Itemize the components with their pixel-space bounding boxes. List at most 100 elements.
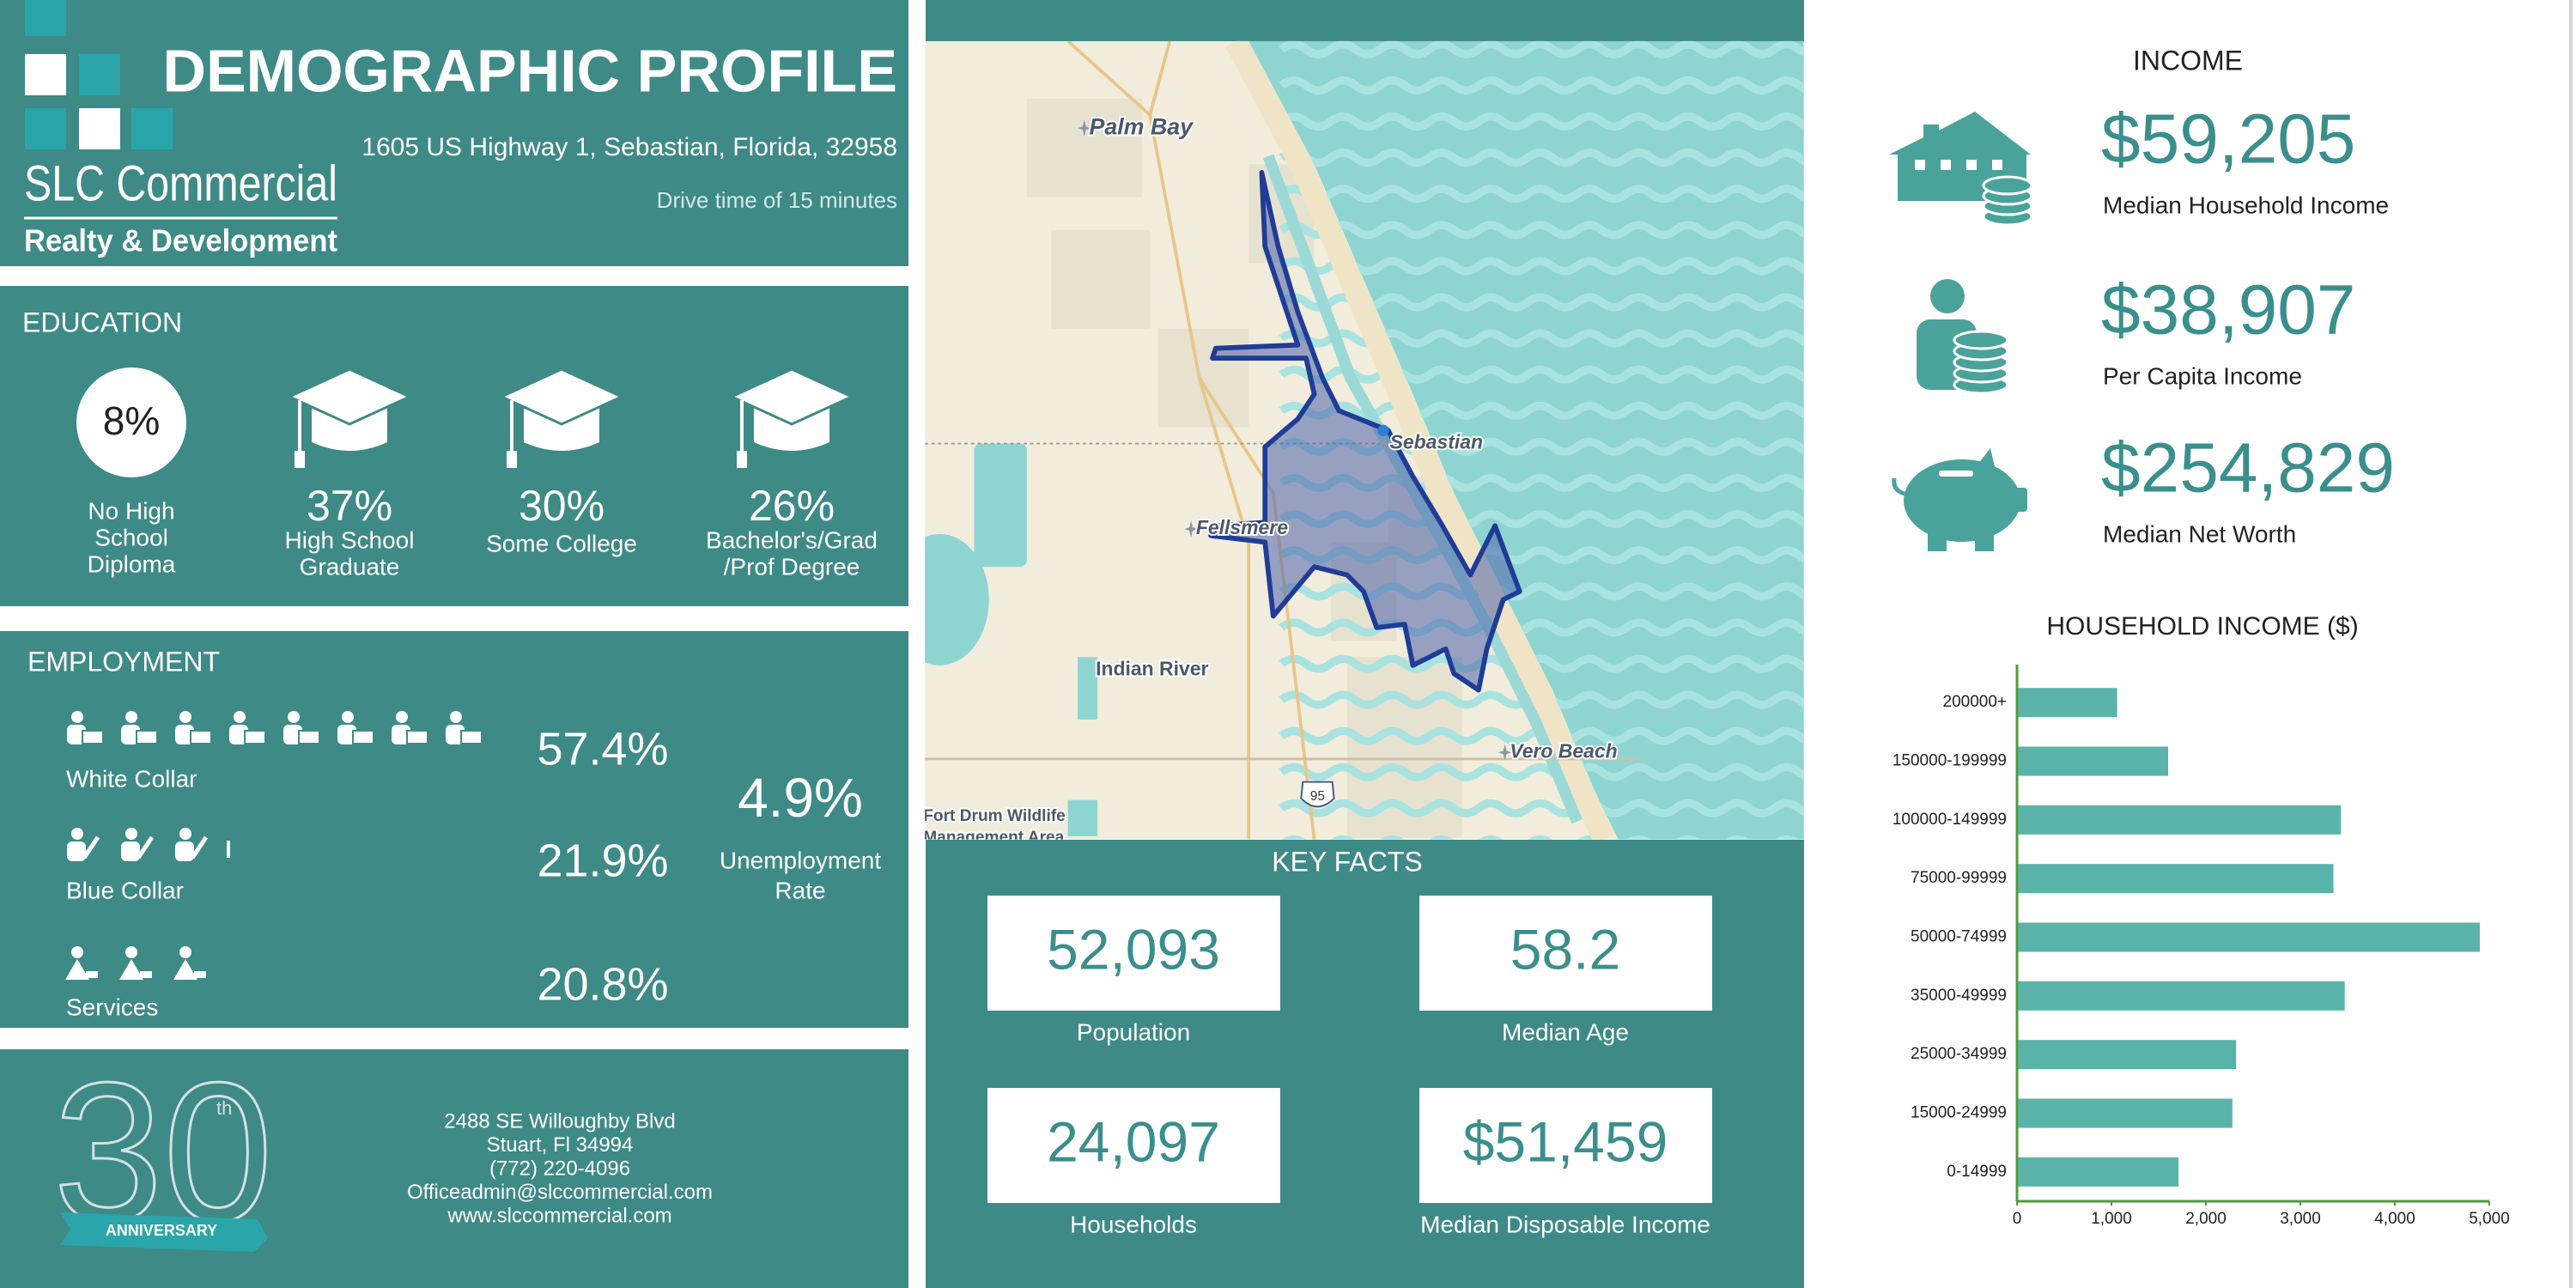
employment-value: 20.8% — [537, 958, 668, 1010]
person-head — [179, 828, 191, 840]
map-wave — [1279, 221, 1804, 240]
x-tick-label: 3,000 — [2280, 1210, 2321, 1228]
map-wave — [1279, 185, 1804, 204]
person-laptop — [82, 730, 104, 744]
y-tick-label: 50000-74999 — [1911, 928, 2007, 946]
section-title: KEY FACTS — [1272, 846, 1422, 877]
address: 1605 US Highway 1, Sebastian, Florida, 3… — [361, 133, 897, 161]
employment-label: Services — [66, 993, 158, 1020]
person-partial — [227, 841, 230, 858]
map-lake — [1078, 657, 1098, 720]
cap-tassel-end — [737, 451, 747, 468]
person-body — [175, 725, 194, 744]
person-body — [67, 841, 86, 861]
piggy-leg — [1975, 524, 1994, 551]
education-label: /Prof Degree — [724, 553, 860, 580]
logo-square — [25, 54, 66, 95]
drive-time: Drive time of 15 minutes — [657, 187, 897, 213]
piggy-leg — [1928, 524, 1947, 551]
y-tick-label: 100000-149999 — [1893, 811, 2007, 829]
person-head — [179, 711, 191, 723]
map-wave — [1279, 40, 1804, 58]
education-label: Diploma — [88, 550, 176, 577]
person-laptop — [190, 730, 212, 744]
person-laptop — [136, 730, 158, 744]
map-label: Indian River — [1096, 658, 1208, 680]
map-wave — [1279, 149, 1804, 167]
section-title: INCOME — [2133, 45, 2243, 76]
employment-panel — [0, 631, 908, 1028]
person-body — [446, 725, 465, 744]
education-label: No High — [88, 497, 174, 524]
logo-square — [79, 54, 120, 95]
person-body — [67, 725, 86, 744]
map-wave — [1279, 257, 1804, 276]
bar — [2017, 1098, 2233, 1128]
section-title: EMPLOYMENT — [27, 646, 220, 677]
y-tick-label: 25000-34999 — [1911, 1045, 2007, 1063]
map-urban — [1157, 328, 1249, 428]
map-wave — [1279, 76, 1804, 94]
key-fact-label: Median Disposable Income — [1420, 1211, 1710, 1237]
bar — [2017, 746, 2168, 776]
income-value: $254,829 — [2101, 429, 2395, 507]
piggy-body — [1904, 459, 2020, 542]
anniversary-banner — [60, 1212, 268, 1252]
person-head — [71, 711, 83, 723]
map-label: Fort Drum Wildlife — [923, 807, 1066, 825]
map-wave — [1279, 618, 1804, 637]
map-urban — [1026, 98, 1142, 197]
map-star — [1184, 520, 1198, 538]
map-wave — [1279, 112, 1804, 131]
key-fact-box — [1419, 1088, 1712, 1203]
map-star — [1498, 744, 1512, 761]
person-head — [71, 828, 83, 840]
person-head — [288, 711, 300, 723]
income-value: $59,205 — [2101, 100, 2355, 179]
map-label: Sebastian — [1390, 431, 1483, 453]
person-head — [450, 711, 462, 723]
house-window — [1992, 160, 2002, 170]
cap-top — [728, 368, 855, 426]
person-body — [229, 725, 248, 744]
page-title: DEMOGRAPHIC PROFILE — [162, 37, 897, 104]
x-tick-label: 4,000 — [2374, 1210, 2415, 1228]
y-tick-label: 150000-199999 — [1893, 752, 2007, 770]
bar — [2017, 1040, 2237, 1070]
map: Palm Bay Sebastian Fellsmere Indian River Ve… — [923, 40, 1804, 847]
map-label: Management Area — [923, 829, 1064, 847]
key-fact-label: Population — [1077, 1018, 1190, 1045]
map-label: Vero Beach — [1510, 739, 1617, 762]
income-label: Per Capita Income — [2103, 362, 2302, 389]
house-window — [1966, 160, 1977, 170]
x-tick-label: 5,000 — [2469, 1210, 2510, 1228]
map-top-strip — [926, 0, 1804, 41]
key-fact-value: 24,097 — [1047, 1109, 1220, 1173]
person-tray — [140, 971, 152, 978]
key-fact-value: 52,093 — [1047, 917, 1220, 981]
bar — [2017, 1157, 2179, 1187]
map-lake — [925, 533, 989, 665]
map-wave — [1279, 654, 1804, 673]
person-head — [234, 711, 246, 723]
employment-value: 21.9% — [537, 835, 668, 886]
education-circle — [76, 368, 186, 477]
house-roof — [1889, 112, 2031, 155]
contact-line: Officeadmin@slccommercial.com — [407, 1181, 713, 1204]
y-tick-label: 75000-99999 — [1911, 869, 2007, 887]
coin — [1953, 330, 2009, 350]
contact-line: www.slccommercial.com — [447, 1204, 671, 1227]
x-tick-label: 2,000 — [2185, 1210, 2227, 1228]
section-title: EDUCATION — [22, 307, 182, 337]
education-value: 37% — [307, 482, 392, 530]
map-lake — [974, 443, 1027, 568]
person-tool — [136, 835, 155, 860]
person-body — [337, 725, 356, 744]
map-label: Palm Bay — [1089, 113, 1194, 139]
bar — [2017, 805, 2342, 835]
map-beach — [1224, 40, 1616, 840]
x-tick-label: 0 — [2013, 1210, 2022, 1228]
logo-name: SLC Commercial — [24, 155, 337, 211]
